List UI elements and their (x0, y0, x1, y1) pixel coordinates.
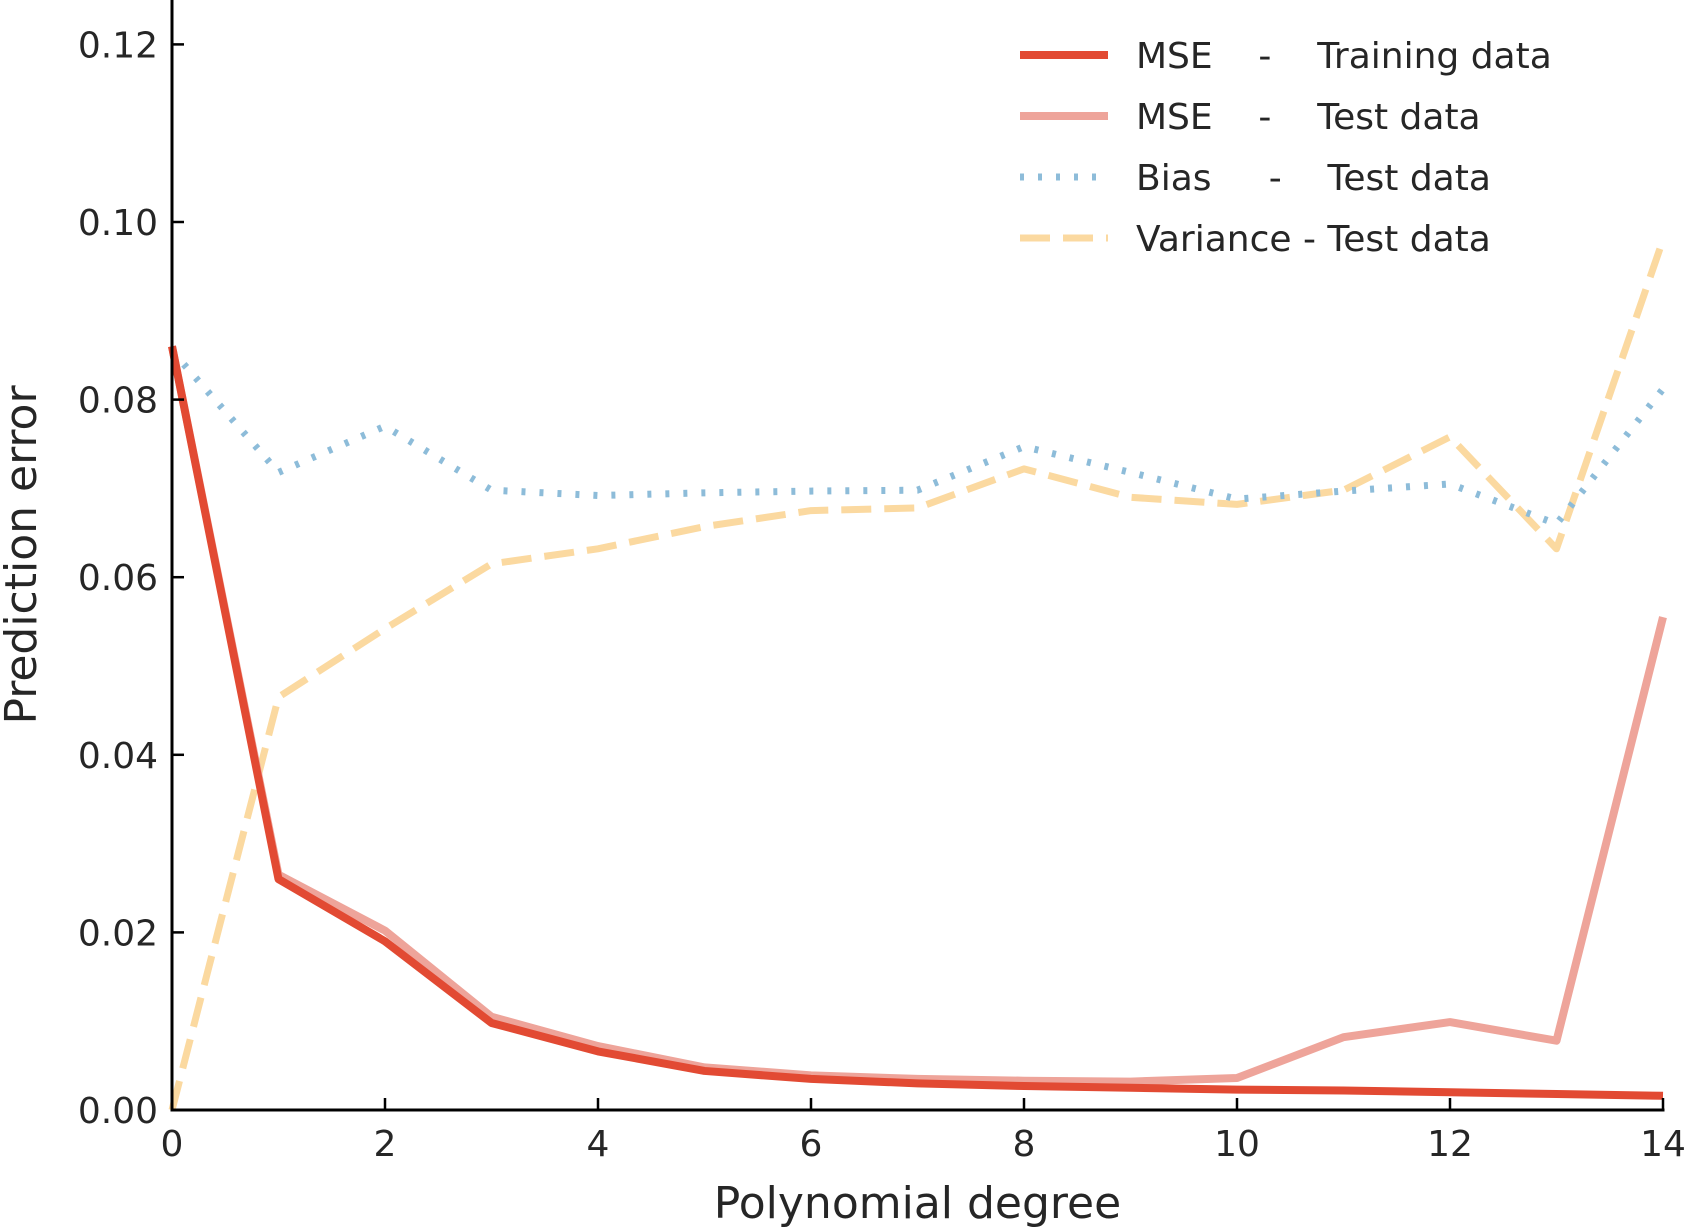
legend-label-1: MSE - Test data (1136, 97, 1481, 138)
y-axis-label: Prediction error (0, 385, 47, 725)
legend-label-3: Variance - Test data (1136, 219, 1491, 260)
x-axis-label: Polynomial degree (714, 1178, 1121, 1228)
axes-layer (170, 0, 1665, 1112)
x-tick-label: 0 (161, 1124, 184, 1165)
series-layer (168, 238, 1667, 1111)
y-tick-label: 0.04 (78, 736, 158, 777)
series-line-2 (169, 348, 1666, 528)
series-line-3 (168, 238, 1667, 1111)
series-line-0 (168, 345, 1664, 1100)
series-line-1 (168, 345, 1667, 1086)
y-tick-label: 0.06 (78, 558, 158, 599)
y-tick-label: 0.00 (78, 1091, 158, 1132)
ticks-layer: 0 2 4 6 8 10 12 14 0.00 0.02 0.04 0.06 0.08 0.10 0.12 (78, 25, 1686, 1165)
legend-label-2: Bias - Test data (1136, 158, 1491, 199)
legend: MSE - Training data MSE - Test data Bias -… (1020, 36, 1552, 260)
x-tick-label: 8 (1013, 1124, 1036, 1165)
y-tick-label: 0.10 (78, 203, 158, 244)
y-tick-label: 0.08 (78, 381, 158, 422)
x-tick-label: 12 (1427, 1124, 1473, 1165)
x-tick-label: 4 (587, 1124, 610, 1165)
x-tick-label: 10 (1214, 1124, 1260, 1165)
x-tick-label: 6 (800, 1124, 823, 1165)
legend-label-0: MSE - Training data (1136, 36, 1552, 77)
x-tick-label: 2 (374, 1124, 397, 1165)
x-tick-label: 14 (1640, 1124, 1686, 1165)
y-tick-label: 0.02 (78, 913, 158, 954)
y-tick-label: 0.12 (78, 25, 158, 66)
